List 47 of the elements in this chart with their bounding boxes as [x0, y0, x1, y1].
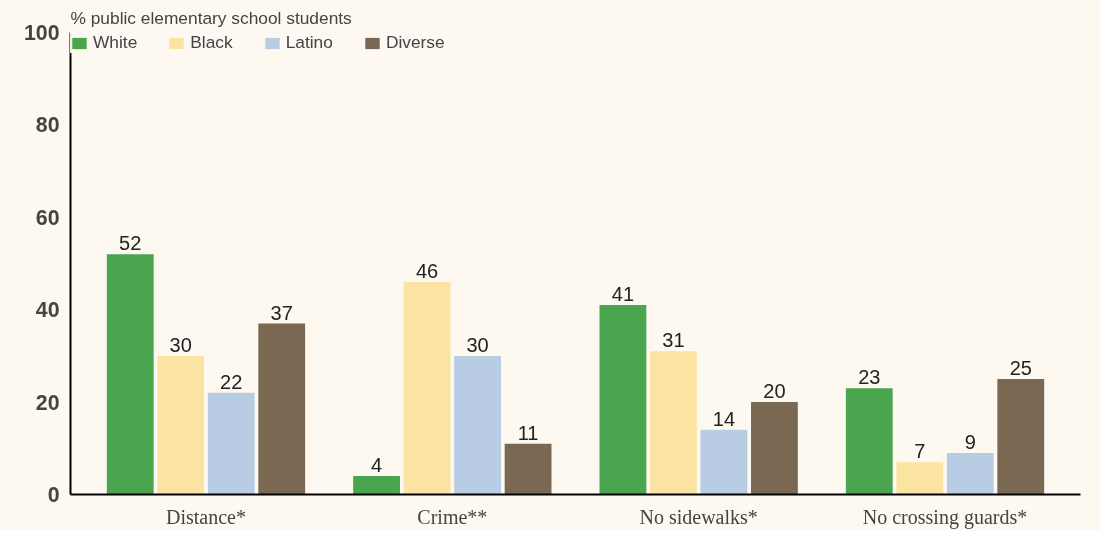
bar	[106, 254, 154, 495]
y-tick-label: 0	[47, 483, 60, 507]
data-label: 46	[415, 259, 439, 282]
bar	[997, 379, 1045, 495]
bar	[454, 355, 501, 495]
data-label: 30	[466, 333, 489, 356]
legend-label: Latino	[285, 32, 333, 53]
data-label: 20	[763, 380, 786, 403]
bar	[207, 392, 255, 495]
y-tick-label: 40	[35, 298, 60, 323]
data-label: 7	[914, 440, 926, 463]
bar	[751, 402, 798, 495]
bar	[896, 462, 944, 495]
data-label: 41	[611, 283, 635, 306]
data-label: 9	[964, 430, 976, 453]
bar	[700, 429, 748, 495]
legend-label: Diverse	[385, 32, 445, 53]
x-tick-label: No sidewalks*	[639, 505, 758, 528]
bar	[403, 281, 451, 495]
bar	[650, 351, 697, 495]
y-tick-label: 80	[35, 113, 60, 138]
legend-label: White	[93, 32, 138, 53]
bar	[845, 388, 893, 495]
y-axis-title: % public elementary school students	[70, 7, 353, 28]
bar	[946, 452, 994, 495]
data-label: 25	[1009, 357, 1032, 379]
x-tick-label: Distance*	[166, 505, 246, 528]
bar	[258, 323, 306, 495]
bar	[504, 443, 552, 495]
data-label: 4	[371, 454, 383, 477]
y-tick-label: 20	[35, 390, 60, 415]
data-label: 30	[169, 333, 192, 356]
bar	[353, 476, 400, 495]
data-label: 11	[517, 421, 539, 444]
y-tick-label: 60	[35, 205, 60, 230]
data-label: 14	[712, 407, 736, 430]
data-label: 37	[270, 301, 293, 324]
data-label: 31	[662, 329, 685, 352]
data-label: 22	[220, 370, 243, 393]
y-tick-label: 100	[23, 21, 60, 45]
bar	[599, 305, 647, 495]
x-tick-label: No crossing guards*	[862, 505, 1028, 529]
legend-label: Black	[190, 32, 233, 53]
x-tick-label: Crime**	[417, 505, 488, 528]
data-label: 52	[119, 232, 142, 255]
data-label: 23	[858, 366, 881, 389]
bar	[157, 355, 205, 495]
